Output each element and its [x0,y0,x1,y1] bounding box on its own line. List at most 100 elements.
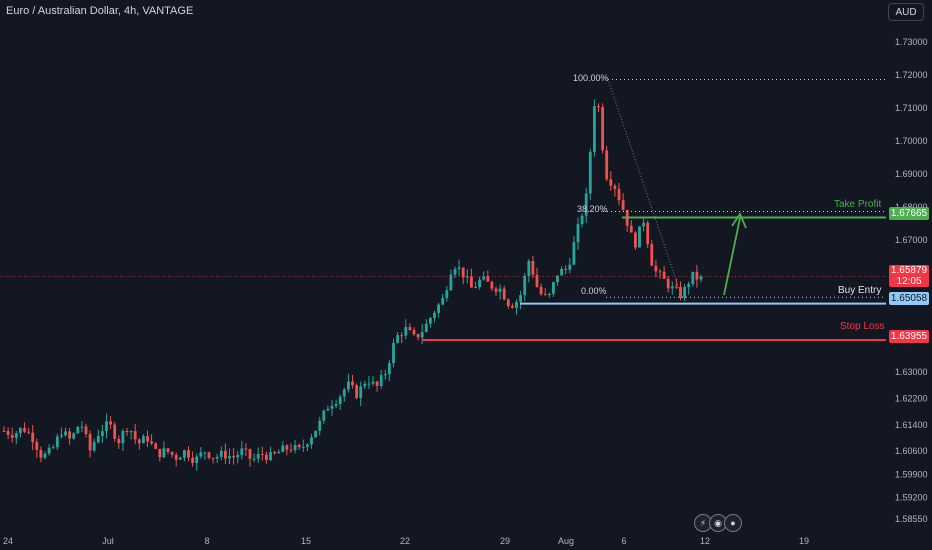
candle-body [228,456,231,458]
candle-body [499,289,502,292]
candle-body [667,279,670,289]
candle-body [347,382,350,390]
y-tick-label: 1.71000 [895,103,928,113]
y-tick-label: 1.62200 [895,393,928,403]
bottom-icon-group: ⚡ ◉ ● [697,514,742,532]
chart-title: Euro / Australian Dollar, 4h, VANTAGE [6,5,193,17]
time-axis: 24 Jul 8 15 22 29 Aug 6 12 19 [3,536,809,546]
candle-body [290,450,293,451]
candle-body [281,445,284,451]
currency-button[interactable]: AUD [888,3,924,21]
y-tick-label: 1.72000 [895,70,928,80]
candle-body [35,442,38,450]
current-price-badge: 1.65879 12:05 [889,265,929,287]
candle-body [150,441,153,443]
candle-body [355,385,358,398]
candle-body [60,435,63,436]
candle-body [11,435,14,438]
candle-body [294,445,297,450]
candle-body [601,107,604,150]
candle-body [298,445,301,447]
candle-body [286,445,289,449]
candle-body [671,286,674,288]
candle-body [97,436,100,442]
candle-body [687,284,690,287]
candle-body [425,324,428,332]
candle-body [195,456,198,463]
y-tick-label: 1.59200 [895,492,928,502]
candle-body [134,431,137,439]
fib-label-0: 0.00% [581,286,607,296]
candle-body [72,433,75,438]
candle-body [630,226,633,233]
candle-body [458,267,461,269]
candle-body [388,363,391,374]
candle-body [232,456,235,457]
candle-body [130,431,133,432]
candle-body [675,286,678,287]
candle-body [277,452,280,453]
candle-body [204,452,207,453]
fib-label-38: 38.20% [577,204,608,214]
candle-body [302,447,305,448]
candle-body [109,421,112,424]
candle-body [331,406,334,409]
candle-body [396,335,399,343]
candle-body [142,436,145,443]
candle-body [568,265,571,270]
candle-body [236,455,239,457]
candle-body [527,261,530,276]
candle-body [462,267,465,277]
candle-body [486,276,489,281]
candle-body [220,451,223,457]
candle-body [81,427,84,428]
candle-body [253,459,256,460]
x-tick-label: Aug [558,536,574,546]
candle-body [515,302,518,308]
buy-entry-price-badge: 1.65058 [889,292,929,305]
stop-loss-label: Stop Loss [840,321,884,332]
candle-body [700,277,703,280]
candle-body [552,282,555,294]
candle-body [577,224,580,242]
candle-body [126,431,129,432]
candle-body [216,457,219,459]
candle-body [413,330,416,334]
candle-body [384,374,387,375]
candle-body [105,421,108,431]
candle-body [478,280,481,287]
candle-body [15,433,18,438]
candle-body [318,421,321,431]
events-icon[interactable]: ● [724,514,742,532]
x-tick-label: Jul [102,536,114,546]
candle-body [191,458,194,463]
candle-body [437,305,440,313]
candle-body [52,447,55,448]
candle-body [421,332,424,337]
y-tick-label: 1.69000 [895,169,928,179]
candle-body [445,290,448,298]
stop-loss-price-badge: 1.63955 [889,330,929,343]
candle-body [64,431,67,435]
candle-body [138,439,141,443]
candle-body [622,200,625,210]
candle-body [454,269,457,275]
x-tick-label: 22 [400,536,410,546]
x-tick-label: 15 [301,536,311,546]
candle-body [306,445,309,447]
candle-body [605,150,608,179]
candle-body [240,448,243,455]
candle-body [359,386,362,398]
x-tick-label: 12 [700,536,710,546]
y-tick-label: 1.60600 [895,446,928,456]
candle-body [650,244,653,266]
candle-body [618,189,621,200]
candle-body [154,443,157,448]
y-tick-label: 1.59900 [895,469,928,479]
candle-body [392,343,395,363]
candle-body [343,390,346,397]
candle-body [158,449,161,457]
candle-body [363,384,366,387]
candle-body [663,272,666,279]
